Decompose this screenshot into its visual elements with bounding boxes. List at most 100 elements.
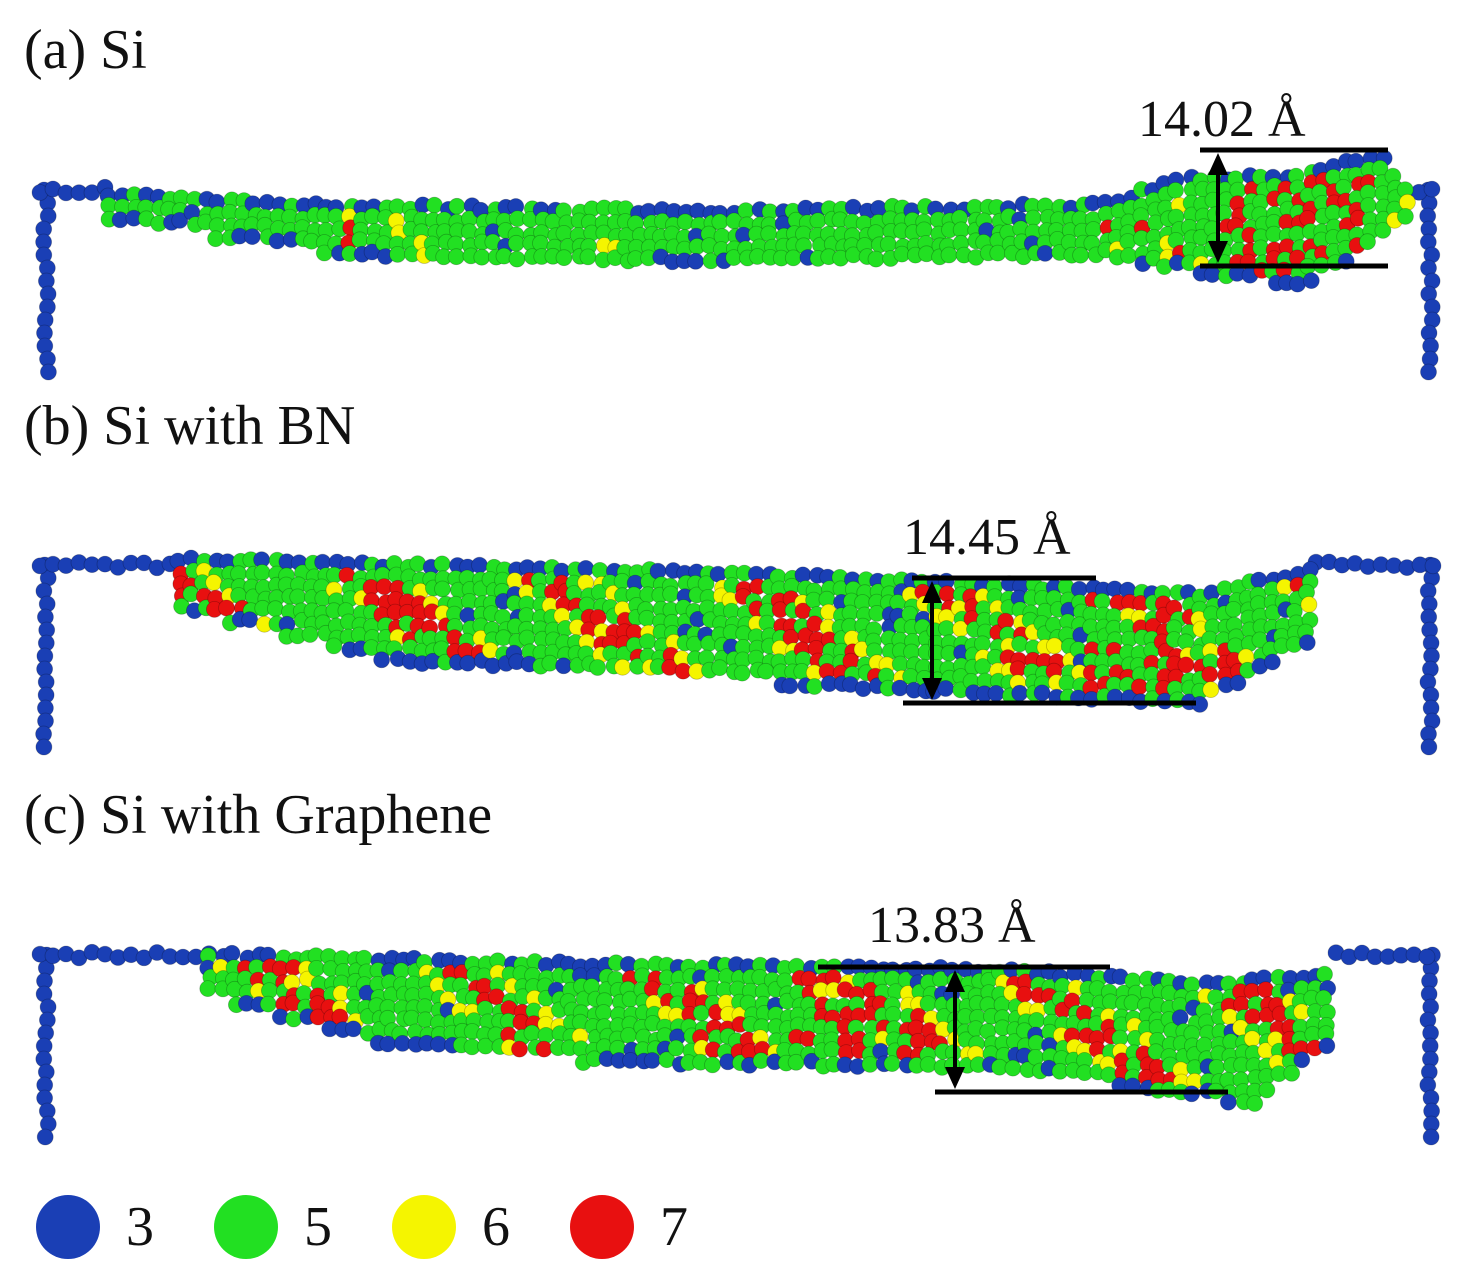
atom bbox=[555, 249, 573, 267]
panel-b-depth-label: 14.45 Å bbox=[903, 509, 1071, 566]
atom bbox=[806, 678, 823, 695]
atom bbox=[1225, 601, 1242, 618]
panel-b-depth-arrow-head-down bbox=[922, 678, 942, 700]
atom bbox=[555, 657, 572, 675]
atom bbox=[891, 655, 909, 673]
atom-surface bbox=[1418, 948, 1436, 966]
legend-value: 3 bbox=[126, 1196, 154, 1258]
panel-b-title: (b) Si with BN bbox=[24, 395, 356, 457]
legend-dot-yellow bbox=[392, 1195, 456, 1259]
atom bbox=[1036, 244, 1054, 262]
atom bbox=[1219, 1093, 1237, 1111]
atom bbox=[589, 659, 606, 676]
atom bbox=[285, 1010, 303, 1028]
atom bbox=[1201, 666, 1219, 683]
atom bbox=[737, 202, 755, 220]
atom bbox=[1120, 247, 1137, 265]
atom bbox=[523, 1024, 541, 1042]
atom bbox=[447, 248, 465, 266]
atom bbox=[389, 245, 407, 263]
atom bbox=[1130, 678, 1148, 696]
atom bbox=[883, 1055, 901, 1072]
atom bbox=[639, 633, 656, 650]
atom bbox=[823, 1041, 841, 1058]
atom-boundary bbox=[1420, 363, 1437, 381]
atom bbox=[1015, 986, 1033, 1003]
atom bbox=[867, 250, 885, 268]
atom-layer bbox=[31, 149, 1442, 1146]
atom bbox=[1011, 684, 1029, 702]
atom bbox=[1033, 684, 1051, 702]
atom bbox=[471, 556, 488, 574]
atom bbox=[1028, 1012, 1045, 1029]
atom bbox=[1246, 1095, 1264, 1112]
legend-value: 7 bbox=[660, 1196, 688, 1258]
atom bbox=[667, 1039, 685, 1057]
atom bbox=[1229, 674, 1247, 692]
atom bbox=[541, 654, 559, 672]
atom bbox=[373, 651, 391, 669]
legend-dot-green bbox=[214, 1195, 278, 1259]
atom bbox=[938, 585, 956, 603]
atom bbox=[579, 248, 597, 266]
atom bbox=[199, 980, 217, 997]
atom bbox=[207, 230, 225, 248]
atom-boundary bbox=[1420, 738, 1438, 756]
atom bbox=[1203, 266, 1221, 284]
atom bbox=[425, 196, 443, 214]
atom bbox=[508, 250, 526, 268]
atom bbox=[351, 231, 369, 249]
atom bbox=[662, 585, 679, 603]
atom bbox=[1397, 207, 1414, 225]
atom bbox=[733, 664, 751, 682]
atom bbox=[1283, 1064, 1301, 1082]
panel-c-title: (c) Si with Graphene bbox=[24, 784, 493, 846]
atom bbox=[1024, 209, 1042, 227]
atom bbox=[205, 574, 223, 591]
atom-surface bbox=[1423, 180, 1441, 198]
legend-item-7: 7 bbox=[570, 1195, 688, 1259]
atom bbox=[809, 212, 827, 230]
panel-a-depth-arrow-head-down bbox=[1208, 241, 1228, 263]
atom bbox=[1046, 637, 1063, 655]
atom bbox=[595, 1004, 612, 1021]
atom bbox=[1243, 1030, 1261, 1048]
atom bbox=[1300, 596, 1318, 613]
atom bbox=[711, 659, 728, 677]
legend-dot-blue bbox=[36, 1195, 100, 1259]
atom bbox=[218, 599, 235, 617]
legend-value: 6 bbox=[482, 1196, 510, 1258]
atom bbox=[1257, 981, 1274, 999]
atom bbox=[259, 995, 277, 1013]
atom bbox=[448, 197, 466, 215]
atom bbox=[1316, 965, 1333, 983]
atom-boundary bbox=[35, 738, 53, 756]
panel-a-depth-arrow-head-up bbox=[1208, 153, 1228, 175]
atom bbox=[633, 967, 651, 985]
atom bbox=[614, 658, 631, 676]
atom bbox=[987, 685, 1005, 702]
atom bbox=[266, 600, 284, 618]
atom bbox=[535, 1040, 553, 1058]
atom bbox=[253, 564, 271, 581]
atom bbox=[223, 944, 241, 962]
atom bbox=[1399, 193, 1416, 211]
atom bbox=[919, 1056, 937, 1073]
atom-boundary bbox=[36, 1128, 54, 1146]
atom bbox=[473, 248, 491, 266]
atom bbox=[704, 1056, 721, 1074]
atom bbox=[1315, 989, 1332, 1007]
atom bbox=[854, 680, 872, 698]
atom bbox=[757, 662, 775, 680]
atom-surface bbox=[1424, 557, 1442, 575]
atom bbox=[1264, 653, 1281, 671]
atom bbox=[1359, 197, 1377, 214]
atom bbox=[1318, 1037, 1336, 1055]
atom bbox=[1167, 181, 1184, 199]
atom bbox=[307, 960, 325, 977]
atom bbox=[844, 198, 862, 216]
legend-value: 5 bbox=[304, 1196, 332, 1258]
atom bbox=[434, 580, 451, 598]
legend-item-5: 5 bbox=[214, 1195, 332, 1259]
atom bbox=[1302, 272, 1320, 290]
